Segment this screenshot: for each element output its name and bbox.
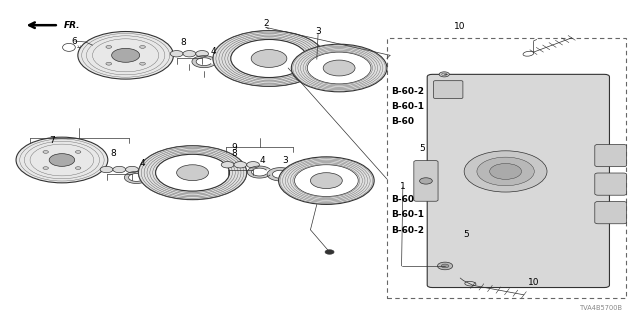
Circle shape [251, 50, 287, 68]
Circle shape [183, 51, 196, 57]
Circle shape [113, 166, 125, 173]
Text: B-60-2: B-60-2 [392, 226, 424, 235]
Circle shape [246, 162, 259, 168]
Circle shape [234, 162, 246, 168]
Circle shape [49, 154, 75, 166]
Text: FR.: FR. [64, 21, 81, 30]
Circle shape [111, 48, 140, 62]
Circle shape [310, 173, 342, 188]
Circle shape [325, 250, 334, 254]
Text: 3: 3 [316, 27, 321, 36]
Text: 4: 4 [260, 156, 266, 164]
Polygon shape [248, 166, 270, 178]
FancyBboxPatch shape [595, 173, 627, 195]
Circle shape [16, 137, 108, 183]
Circle shape [125, 166, 138, 173]
FancyBboxPatch shape [595, 144, 627, 167]
Text: 7: 7 [49, 136, 55, 146]
Text: 4: 4 [210, 47, 216, 56]
Polygon shape [267, 168, 292, 181]
Circle shape [439, 72, 449, 77]
Circle shape [477, 157, 534, 186]
Text: B-60-2: B-60-2 [392, 87, 424, 96]
Text: 6: 6 [72, 36, 77, 45]
Circle shape [138, 146, 246, 200]
Text: B-60: B-60 [392, 195, 414, 204]
FancyBboxPatch shape [428, 74, 609, 288]
Text: 1: 1 [400, 182, 406, 191]
Circle shape [106, 62, 111, 65]
Circle shape [441, 264, 449, 268]
Text: 8: 8 [110, 149, 116, 158]
Circle shape [213, 31, 325, 86]
Circle shape [307, 52, 371, 84]
Circle shape [464, 151, 547, 192]
Circle shape [294, 165, 358, 196]
Circle shape [78, 32, 173, 79]
Circle shape [43, 150, 49, 153]
Circle shape [76, 167, 81, 170]
Circle shape [221, 162, 234, 168]
Circle shape [76, 150, 81, 153]
Circle shape [196, 51, 209, 57]
Circle shape [420, 178, 432, 184]
Circle shape [100, 166, 113, 173]
FancyBboxPatch shape [595, 202, 627, 224]
Bar [387, 38, 626, 298]
Text: 9: 9 [231, 143, 237, 152]
Circle shape [43, 167, 49, 170]
Text: 10: 10 [528, 278, 540, 287]
Circle shape [490, 164, 522, 179]
Text: 5: 5 [464, 230, 469, 239]
Text: 8: 8 [180, 38, 186, 47]
Text: B-60-1: B-60-1 [392, 102, 424, 111]
Text: B-60-1: B-60-1 [392, 210, 424, 220]
Circle shape [291, 44, 387, 92]
Text: 8: 8 [231, 149, 237, 158]
Text: 5: 5 [419, 144, 425, 153]
Text: 2: 2 [263, 19, 269, 28]
FancyBboxPatch shape [433, 81, 463, 99]
Text: 10: 10 [454, 22, 466, 31]
Polygon shape [124, 172, 147, 183]
Circle shape [140, 62, 145, 65]
Circle shape [106, 45, 111, 48]
Polygon shape [192, 56, 214, 68]
Circle shape [437, 262, 452, 270]
Polygon shape [305, 64, 327, 76]
Circle shape [177, 165, 209, 180]
FancyBboxPatch shape [414, 161, 438, 201]
Circle shape [278, 157, 374, 204]
Text: TVA4B5700B: TVA4B5700B [580, 305, 623, 311]
Circle shape [231, 39, 307, 77]
Circle shape [156, 154, 230, 191]
Circle shape [323, 60, 355, 76]
Text: 3: 3 [282, 156, 288, 165]
Circle shape [170, 51, 183, 57]
Circle shape [140, 45, 145, 48]
Text: 4: 4 [140, 159, 146, 168]
Text: B-60: B-60 [392, 117, 414, 126]
